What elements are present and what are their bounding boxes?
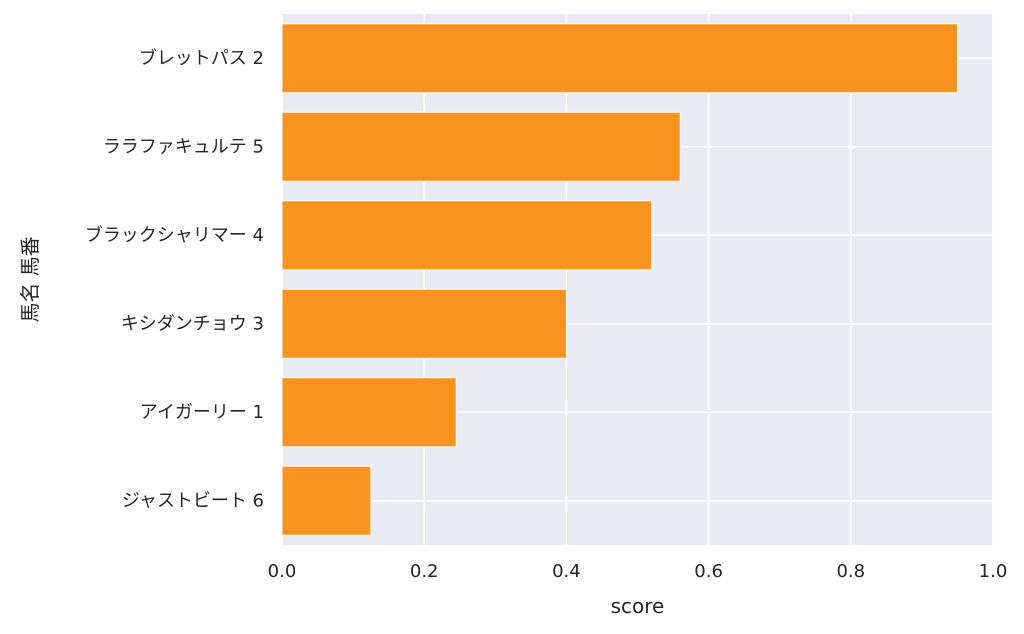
x-tick-labels: 0.0 0.2 0.4 0.6 0.8 1.0: [268, 561, 1008, 582]
y-tick-label: アイガーリー 1: [140, 402, 264, 423]
y-axis-label: 馬名 馬番: [18, 236, 42, 322]
x-axis-label: score: [611, 594, 665, 618]
bar: [281, 465, 372, 536]
y-tick-label: ブレットパス 2: [139, 47, 264, 69]
bar: [281, 200, 653, 271]
x-tick-label: 0.2: [410, 561, 439, 582]
x-tick-label: 0.4: [552, 561, 581, 582]
bar: [281, 288, 567, 359]
bar: [281, 23, 958, 94]
plot-area: [282, 14, 993, 545]
x-tick-label: 0.6: [694, 561, 723, 582]
x-tick-label: 1.0: [979, 561, 1008, 582]
bar: [281, 377, 457, 448]
y-tick-label: ララファキュルテ 5: [103, 136, 264, 157]
y-tick-label: ブラックシャリマー 4: [85, 224, 264, 246]
x-tick-label: 0.8: [836, 561, 865, 582]
bar: [281, 111, 681, 182]
y-tick-label: キシダンチョウ 3: [121, 313, 264, 334]
y-tick-labels: ブレットパス 2 ララファキュルテ 5 ブラックシャリマー 4 キシダンチョウ 3 アイ…: [85, 47, 264, 512]
x-tick-label: 0.0: [268, 561, 297, 582]
bars-group: [281, 23, 958, 536]
y-tick-label: ジャストビート 6: [122, 490, 264, 511]
